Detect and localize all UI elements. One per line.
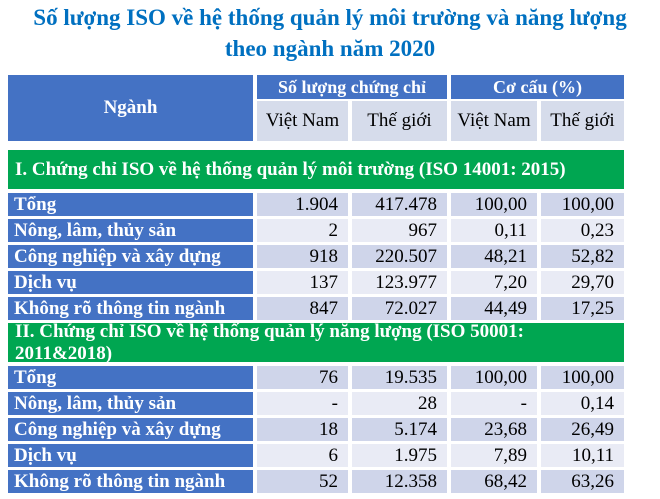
- cell-value: 48,21: [451, 245, 537, 268]
- section-1-rows: Tổng 1.904 417.478 100,00 100,00 Nông, l…: [8, 193, 624, 320]
- cell-value: 19.535: [352, 366, 447, 389]
- cell-value: 52: [257, 470, 348, 493]
- cell-value: 10,11: [541, 444, 624, 467]
- cell-value: -: [257, 392, 348, 415]
- cell-value: 967: [352, 219, 447, 242]
- row-label: Nông, lâm, thủy sản: [8, 392, 253, 415]
- header-industry-cell: Ngành: [8, 75, 253, 141]
- subheader-world-count: Thế giới: [352, 101, 447, 141]
- row-label: Công nghiệp và xây dựng: [8, 245, 253, 268]
- cell-value: 17,25: [541, 297, 624, 320]
- cell-value: 100,00: [451, 366, 537, 389]
- cell-value: 72.027: [352, 297, 447, 320]
- cell-value: 2: [257, 219, 348, 242]
- cell-value: 100,00: [541, 193, 624, 216]
- cell-value: 137: [257, 271, 348, 294]
- row-label: Dịch vụ: [8, 444, 253, 467]
- cell-value: -: [451, 392, 537, 415]
- row-label: Tổng: [8, 193, 253, 216]
- page-title: Số lượng ISO về hệ thống quản lý môi trư…: [0, 0, 660, 64]
- cell-value: 0,11: [451, 219, 537, 242]
- cell-value: 5.174: [352, 418, 447, 441]
- iso-statistics-table: Ngành Số lượng chứng chỉ Cơ cấu (%) Việt…: [8, 75, 624, 493]
- cell-value: 18: [257, 418, 348, 441]
- page-title-line2: theo ngành năm 2020: [224, 36, 436, 61]
- cell-value: 847: [257, 297, 348, 320]
- table-header: Ngành Số lượng chứng chỉ Cơ cấu (%) Việt…: [8, 75, 624, 141]
- section-2-header: II. Chứng chỉ ISO về hệ thống quản lý nă…: [8, 321, 624, 364]
- row-label: Công nghiệp và xây dựng: [8, 418, 253, 441]
- cell-value: 29,70: [541, 271, 624, 294]
- cell-value: 123.977: [352, 271, 447, 294]
- cell-value: 68,42: [451, 470, 537, 493]
- section-2-rows: Tổng 76 19.535 100,00 100,00 Nông, lâm, …: [8, 366, 624, 493]
- page-title-line1: Số lượng ISO về hệ thống quản lý môi trư…: [33, 5, 627, 30]
- cell-value: 0,14: [541, 392, 624, 415]
- cell-value: 417.478: [352, 193, 447, 216]
- cell-value: 7,89: [451, 444, 537, 467]
- cell-value: 44,49: [451, 297, 537, 320]
- cell-value: 1.904: [257, 193, 348, 216]
- row-label: Nông, lâm, thủy sản: [8, 219, 253, 242]
- row-label: Dịch vụ: [8, 271, 253, 294]
- cell-value: 7,20: [451, 271, 537, 294]
- row-label: Tổng: [8, 366, 253, 389]
- section-1-header: I. Chứng chỉ ISO về hệ thống quản lý môi…: [8, 150, 624, 189]
- cell-value: 1.975: [352, 444, 447, 467]
- subheader-vietnam-share: Việt Nam: [451, 101, 537, 141]
- header-group-structure: Cơ cấu (%): [451, 75, 624, 99]
- subheader-vietnam-count: Việt Nam: [257, 101, 348, 141]
- cell-value: 23,68: [451, 418, 537, 441]
- subheader-world-share: Thế giới: [541, 101, 624, 141]
- cell-value: 6: [257, 444, 348, 467]
- cell-value: 220.507: [352, 245, 447, 268]
- cell-value: 76: [257, 366, 348, 389]
- cell-value: 28: [352, 392, 447, 415]
- cell-value: 918: [257, 245, 348, 268]
- row-label: Không rõ thông tin ngành: [8, 297, 253, 320]
- cell-value: 100,00: [541, 366, 624, 389]
- row-label: Không rõ thông tin ngành: [8, 470, 253, 493]
- cell-value: 52,82: [541, 245, 624, 268]
- cell-value: 63,26: [541, 470, 624, 493]
- cell-value: 0,23: [541, 219, 624, 242]
- cell-value: 100,00: [451, 193, 537, 216]
- cell-value: 26,49: [541, 418, 624, 441]
- header-group-certificates: Số lượng chứng chỉ: [257, 75, 447, 99]
- cell-value: 12.358: [352, 470, 447, 493]
